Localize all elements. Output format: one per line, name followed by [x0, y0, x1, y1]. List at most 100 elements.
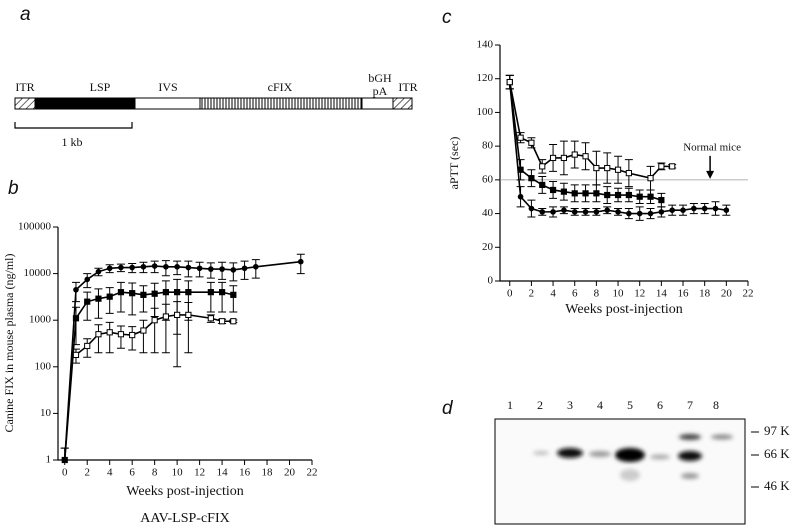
lane-label: 2: [537, 398, 543, 412]
lane-label: 3: [567, 398, 573, 412]
marker: [615, 209, 621, 215]
segment-label: bGH: [368, 71, 392, 85]
marker: [571, 190, 578, 197]
y-tick-label: 10000: [24, 267, 52, 279]
x-tick-label: 10: [172, 467, 184, 479]
marker: [539, 209, 546, 215]
marker: [72, 351, 80, 359]
error-bar: [128, 282, 137, 316]
x-tick-label: 16: [678, 288, 690, 300]
band: [678, 451, 702, 461]
marker: [625, 170, 632, 177]
x-tick-label: 8: [594, 288, 600, 300]
segment-label: ITR: [398, 80, 417, 94]
cfix-box: [199, 97, 363, 110]
marker: [151, 290, 158, 297]
error-bar: [206, 281, 215, 313]
marker: [208, 266, 214, 272]
blot: 1 2 3 4 5 6 7 8 97 K 66 K 46 K: [494, 398, 790, 525]
y-axis-label: Canine FIX in mouse plasma (ng/ml): [2, 254, 16, 433]
error-bar: [150, 307, 159, 354]
band: [650, 454, 670, 460]
marker: [174, 311, 181, 318]
marker: [129, 264, 135, 271]
marker: [669, 163, 676, 170]
bands: [533, 434, 733, 481]
x-tick-label: 20: [284, 467, 296, 479]
lane-label: 7: [687, 398, 693, 412]
marker: [691, 205, 697, 212]
marker: [140, 291, 147, 298]
marker: [174, 263, 180, 270]
band: [620, 469, 640, 481]
band: [615, 448, 645, 462]
marker: [61, 456, 68, 464]
marker: [118, 264, 124, 271]
error-bar: [94, 288, 103, 319]
x-axis-label: Weeks post-injection: [565, 302, 682, 317]
lane-label: 8: [713, 398, 719, 412]
scale-bar-label: 1 kb: [62, 135, 83, 149]
blot-frame: [494, 418, 746, 525]
band: [557, 448, 583, 458]
lane-label: 4: [597, 398, 603, 412]
y-tick-label: 100000: [18, 221, 52, 233]
marker: [636, 193, 643, 200]
marker: [550, 209, 556, 215]
marker: [528, 139, 535, 146]
marker: [712, 205, 719, 212]
x-tick-label: 2: [529, 288, 535, 300]
marker: [218, 289, 226, 296]
scale-bar: [14, 122, 133, 129]
marker: [162, 313, 169, 320]
marker: [561, 207, 567, 213]
y-tick-label: 60: [482, 173, 494, 185]
band: [679, 434, 701, 440]
marker: [117, 331, 125, 338]
marker: [230, 318, 237, 325]
marker: [506, 78, 513, 86]
x-tick-label: 10: [613, 288, 625, 300]
error-bar: [116, 281, 125, 313]
annotation: Normal mice: [683, 141, 741, 153]
marker: [95, 295, 102, 302]
marker: [549, 186, 557, 194]
marker: [106, 265, 113, 272]
marker: [680, 207, 686, 213]
band: [681, 473, 699, 479]
band: [711, 434, 733, 440]
marker: [151, 317, 158, 324]
size-marker: 66 K: [764, 446, 790, 461]
marker: [636, 210, 643, 217]
construct: ITR LSP IVS cFIX bGH pA ITR 1 kb: [14, 71, 418, 149]
marker: [196, 265, 203, 272]
lane-label: 5: [627, 398, 633, 412]
marker: [604, 191, 611, 199]
marker: [669, 207, 675, 213]
marker: [297, 258, 304, 265]
ivs-box: [134, 97, 201, 110]
x-tick-label: 14: [656, 288, 668, 300]
y-tick-label: 140: [477, 39, 494, 51]
itr-box: [14, 97, 36, 110]
marker: [95, 331, 102, 338]
marker: [129, 331, 136, 339]
y-tick-label: 40: [482, 207, 494, 219]
marker: [253, 263, 259, 270]
error-bar: [218, 281, 227, 313]
error-bar: [184, 301, 193, 354]
marker: [84, 276, 91, 283]
marker: [185, 289, 192, 296]
marker: [163, 263, 169, 270]
itr-box: [392, 97, 413, 110]
x-tick-label: 18: [262, 467, 274, 479]
marker: [582, 209, 589, 215]
y-tick-label: 100: [35, 360, 52, 372]
marker: [207, 289, 214, 296]
marker: [571, 209, 578, 215]
x-tick-label: 0: [507, 288, 513, 300]
marker: [539, 163, 546, 170]
marker: [517, 134, 524, 141]
marker: [129, 290, 136, 297]
